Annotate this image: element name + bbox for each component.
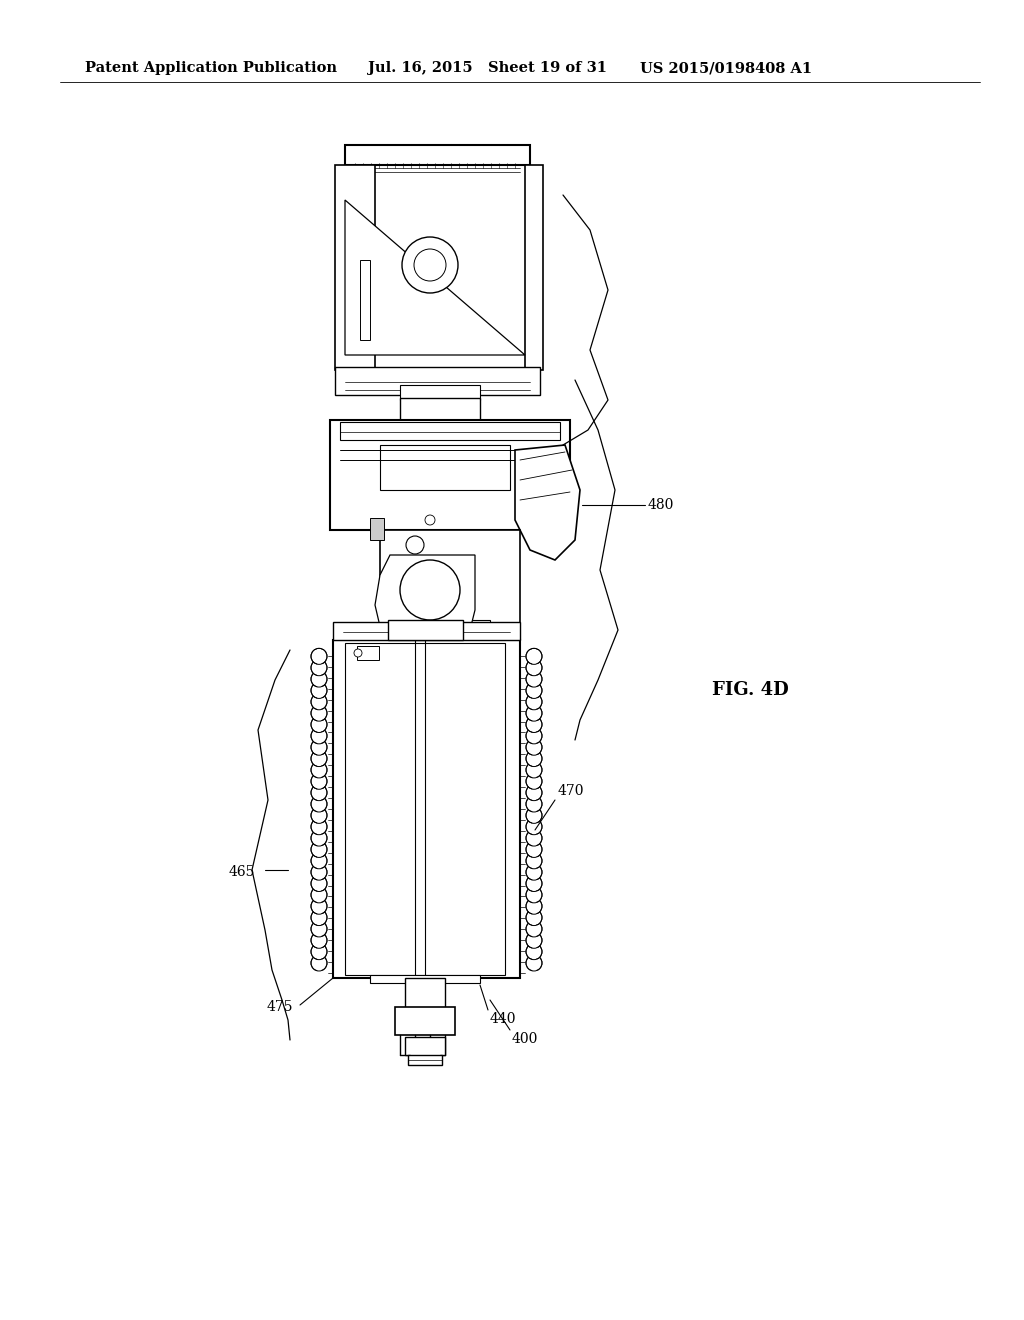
Circle shape xyxy=(311,774,327,789)
Circle shape xyxy=(311,660,327,676)
Circle shape xyxy=(311,954,327,972)
Circle shape xyxy=(526,887,542,903)
Circle shape xyxy=(311,818,327,834)
Circle shape xyxy=(526,705,542,721)
Circle shape xyxy=(311,727,327,744)
Bar xyxy=(406,978,445,1010)
Circle shape xyxy=(526,694,542,710)
Bar xyxy=(370,517,384,540)
Bar xyxy=(388,620,463,640)
Circle shape xyxy=(526,774,542,789)
Circle shape xyxy=(311,875,327,891)
Circle shape xyxy=(354,649,362,657)
Circle shape xyxy=(526,932,542,948)
Bar xyxy=(335,367,540,395)
Circle shape xyxy=(526,751,542,767)
Bar xyxy=(380,445,510,490)
Circle shape xyxy=(526,682,542,698)
Bar xyxy=(525,165,543,370)
Bar xyxy=(333,640,520,978)
Bar xyxy=(395,1007,455,1035)
Circle shape xyxy=(526,865,542,880)
Text: Jul. 16, 2015   Sheet 19 of 31: Jul. 16, 2015 Sheet 19 of 31 xyxy=(368,61,607,75)
Text: 465: 465 xyxy=(228,865,255,879)
Circle shape xyxy=(311,751,327,767)
Text: 480: 480 xyxy=(648,498,675,512)
Circle shape xyxy=(311,808,327,824)
Circle shape xyxy=(526,853,542,869)
Circle shape xyxy=(526,875,542,891)
Circle shape xyxy=(311,830,327,846)
Polygon shape xyxy=(345,201,525,355)
Circle shape xyxy=(311,762,327,777)
Circle shape xyxy=(526,830,542,846)
Circle shape xyxy=(526,921,542,937)
Circle shape xyxy=(311,694,327,710)
Circle shape xyxy=(311,705,327,721)
Polygon shape xyxy=(406,1038,445,1063)
Text: 400: 400 xyxy=(512,1032,539,1045)
Circle shape xyxy=(526,944,542,960)
Bar xyxy=(380,531,520,640)
Circle shape xyxy=(526,954,542,972)
Circle shape xyxy=(526,808,542,824)
Bar xyxy=(333,622,520,640)
Bar xyxy=(360,260,370,341)
Circle shape xyxy=(526,762,542,777)
Text: 470: 470 xyxy=(558,784,585,799)
Bar xyxy=(400,399,480,420)
Text: 475: 475 xyxy=(266,1001,293,1014)
Bar xyxy=(400,385,480,400)
Text: 440: 440 xyxy=(490,1012,516,1026)
Bar xyxy=(357,645,379,660)
Circle shape xyxy=(311,682,327,698)
Bar xyxy=(340,422,560,440)
Circle shape xyxy=(526,671,542,688)
Circle shape xyxy=(526,660,542,676)
Bar xyxy=(335,165,375,370)
Circle shape xyxy=(526,796,542,812)
Bar xyxy=(345,643,505,975)
Circle shape xyxy=(406,536,424,554)
Circle shape xyxy=(414,249,446,281)
Circle shape xyxy=(526,898,542,915)
Bar xyxy=(370,975,480,983)
Circle shape xyxy=(311,853,327,869)
Circle shape xyxy=(526,717,542,733)
Circle shape xyxy=(311,671,327,688)
Polygon shape xyxy=(515,445,580,560)
Circle shape xyxy=(311,898,327,915)
Circle shape xyxy=(526,818,542,834)
Circle shape xyxy=(311,784,327,801)
Circle shape xyxy=(526,727,542,744)
Circle shape xyxy=(526,784,542,801)
Circle shape xyxy=(311,648,327,664)
Circle shape xyxy=(311,909,327,925)
Circle shape xyxy=(311,717,327,733)
Polygon shape xyxy=(375,554,475,645)
Bar xyxy=(345,145,530,165)
Circle shape xyxy=(311,887,327,903)
Bar xyxy=(408,1055,442,1065)
Text: Patent Application Publication: Patent Application Publication xyxy=(85,61,337,75)
Circle shape xyxy=(526,648,542,664)
Circle shape xyxy=(425,565,435,576)
Bar xyxy=(420,620,490,640)
Text: FIG. 4D: FIG. 4D xyxy=(712,681,788,700)
Circle shape xyxy=(311,841,327,858)
Circle shape xyxy=(311,932,327,948)
Circle shape xyxy=(425,515,435,525)
Circle shape xyxy=(311,796,327,812)
Circle shape xyxy=(400,560,460,620)
Bar xyxy=(330,420,570,531)
Text: US 2015/0198408 A1: US 2015/0198408 A1 xyxy=(640,61,812,75)
Circle shape xyxy=(526,841,542,858)
Circle shape xyxy=(311,739,327,755)
Circle shape xyxy=(311,921,327,937)
Circle shape xyxy=(311,944,327,960)
Circle shape xyxy=(402,238,458,293)
Circle shape xyxy=(311,865,327,880)
Circle shape xyxy=(526,739,542,755)
Circle shape xyxy=(526,909,542,925)
